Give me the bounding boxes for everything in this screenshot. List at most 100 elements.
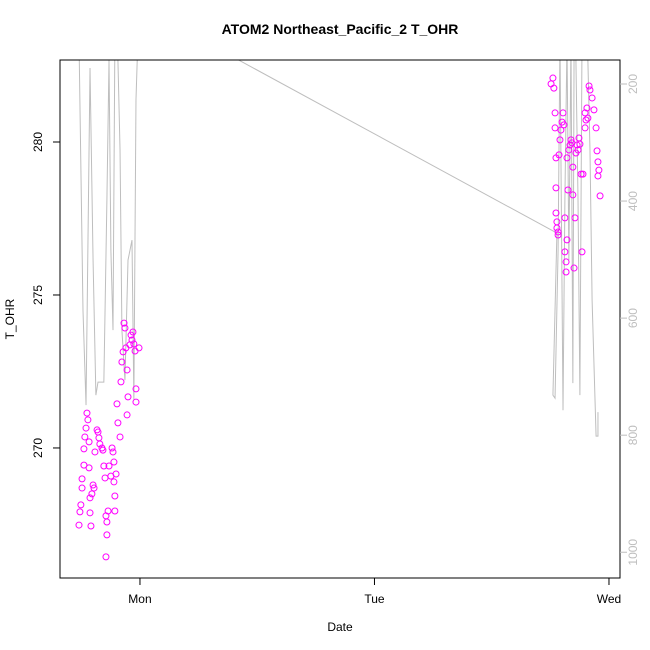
- x-tick-label: Mon: [128, 592, 151, 606]
- point: [112, 470, 120, 478]
- point: [571, 214, 579, 222]
- y2-tick-label: 600: [626, 308, 640, 328]
- point: [132, 398, 140, 406]
- point: [557, 126, 565, 134]
- y-tick-label: 270: [31, 438, 45, 458]
- point: [554, 228, 562, 236]
- point: [552, 209, 560, 217]
- point: [584, 114, 592, 122]
- point: [564, 186, 572, 194]
- point: [91, 448, 99, 456]
- point: [123, 411, 131, 419]
- point: [554, 231, 562, 239]
- point: [110, 458, 118, 466]
- point: [103, 531, 111, 539]
- point: [581, 124, 589, 132]
- y2-tick-label: 400: [626, 191, 640, 211]
- point: [88, 490, 96, 498]
- point: [90, 484, 98, 492]
- point: [75, 521, 83, 529]
- x-tick-label: Tue: [364, 592, 385, 606]
- point: [100, 462, 108, 470]
- point: [579, 170, 587, 178]
- point: [117, 378, 125, 386]
- y-axis-label: T_OHR: [3, 298, 17, 339]
- point: [555, 151, 563, 159]
- point: [89, 481, 97, 489]
- point: [570, 264, 578, 272]
- point: [85, 464, 93, 472]
- point: [105, 462, 113, 470]
- point: [80, 445, 88, 453]
- point: [81, 433, 89, 441]
- point: [111, 492, 119, 500]
- point: [592, 124, 600, 132]
- point: [565, 146, 573, 154]
- point: [103, 518, 111, 526]
- point: [78, 475, 86, 483]
- point: [99, 446, 107, 454]
- point: [566, 141, 574, 149]
- point: [559, 109, 567, 117]
- point: [569, 191, 577, 199]
- point: [550, 84, 558, 92]
- point: [595, 166, 603, 174]
- point: [109, 448, 117, 456]
- point: [549, 74, 557, 82]
- x-tick-label: Wed: [597, 592, 621, 606]
- point: [128, 336, 136, 344]
- point: [123, 366, 131, 374]
- point: [593, 147, 601, 155]
- point: [573, 141, 581, 149]
- point: [86, 494, 94, 502]
- point: [76, 508, 84, 516]
- point: [120, 319, 128, 327]
- point: [124, 393, 132, 401]
- point: [569, 163, 577, 171]
- point: [586, 86, 594, 94]
- y2-tick-label: 800: [626, 425, 640, 445]
- point: [132, 385, 140, 393]
- point: [108, 444, 116, 452]
- plot-area: [75, 60, 604, 561]
- point: [78, 484, 86, 492]
- point: [562, 258, 570, 266]
- point: [86, 509, 94, 517]
- point: [111, 507, 119, 515]
- point: [561, 248, 569, 256]
- point: [578, 248, 586, 256]
- chart-title: ATOM2 Northeast_Pacific_2 T_OHR: [222, 21, 459, 37]
- point: [110, 478, 118, 486]
- point: [113, 400, 121, 408]
- point: [594, 158, 602, 166]
- point: [576, 140, 584, 148]
- point: [590, 106, 598, 114]
- point: [116, 433, 124, 441]
- point: [135, 344, 143, 352]
- y2-tick-label: 1000: [626, 539, 640, 566]
- point: [577, 170, 585, 178]
- point: [562, 268, 570, 276]
- point: [563, 236, 571, 244]
- x-axis-label: Date: [327, 620, 353, 634]
- point: [85, 438, 93, 446]
- point: [121, 324, 129, 332]
- point: [551, 124, 559, 132]
- point: [77, 501, 85, 509]
- y2-tick-label: 200: [626, 74, 640, 94]
- y-tick-label: 280: [31, 132, 45, 152]
- point: [82, 424, 90, 432]
- point: [84, 416, 92, 424]
- point: [596, 192, 604, 200]
- point: [567, 136, 575, 144]
- point: [83, 409, 91, 417]
- point: [563, 154, 571, 162]
- point: [114, 419, 122, 427]
- point: [104, 507, 112, 515]
- point: [556, 136, 564, 144]
- point: [561, 214, 569, 222]
- point: [560, 121, 568, 129]
- point: [96, 440, 104, 448]
- point: [102, 553, 110, 561]
